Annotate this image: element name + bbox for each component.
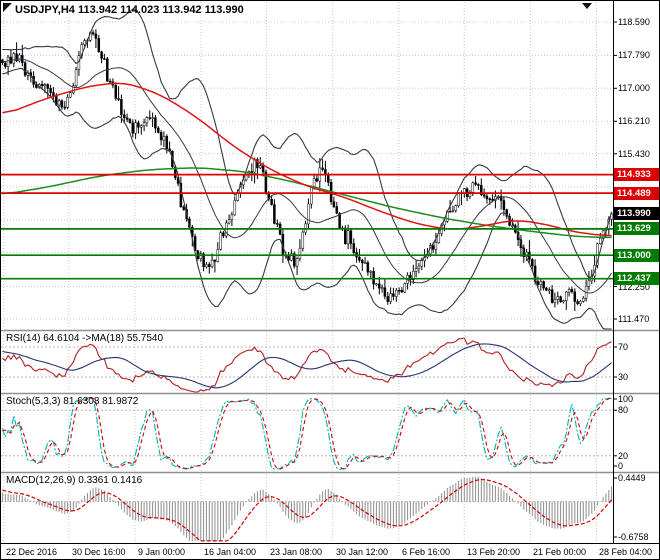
bollinger-upper-band [2,8,613,279]
candles-layer[interactable] [1,29,613,312]
rsi-line [2,337,612,393]
stoch-k-line [1,396,612,470]
one-click-trading-toggle-icon[interactable] [3,3,12,12]
rsi-ma-line [2,343,612,389]
macd-histogram [1,476,613,541]
grid-layer [1,2,617,542]
ma-slow-green-line [2,167,612,239]
bollinger-middle-band [2,58,613,294]
chart-shift-marker-icon[interactable] [582,3,592,9]
macd-signal-line [2,478,613,542]
ma-fast-red-line [2,82,612,237]
stoch-d-line [2,397,612,470]
bollinger-lower-band [2,67,612,330]
